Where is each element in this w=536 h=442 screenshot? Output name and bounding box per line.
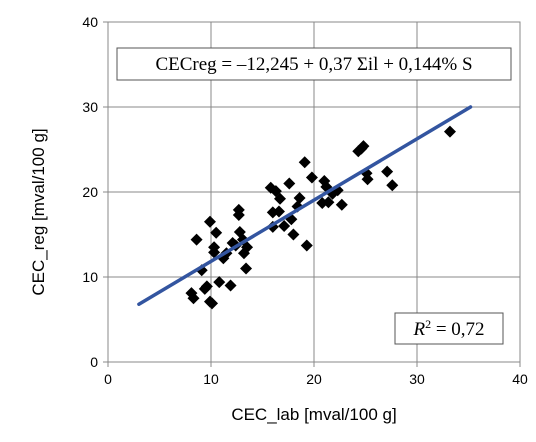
equation-box-frame xyxy=(116,47,512,81)
data-point xyxy=(293,191,306,204)
data-point xyxy=(283,177,296,190)
data-point xyxy=(305,171,318,184)
r2-superscript: 2 xyxy=(425,317,431,331)
data-point xyxy=(241,241,254,254)
data-point xyxy=(210,226,223,239)
y-tick-label: 0 xyxy=(90,354,98,370)
regression-line xyxy=(137,105,473,306)
data-point xyxy=(272,205,285,218)
x-axis-label: CEC_lab [mval/100 g] xyxy=(231,405,396,424)
x-tick-label: 0 xyxy=(104,371,112,387)
y-tick-label: 20 xyxy=(82,184,98,200)
data-point xyxy=(300,239,313,252)
r2-box: R2 = 0,72 xyxy=(394,312,504,345)
r2-symbol: R xyxy=(412,319,425,340)
r2-annotation: R2 = 0,72 xyxy=(412,317,484,340)
data-point xyxy=(190,233,203,246)
y-tick-label: 10 xyxy=(82,269,98,285)
data-point xyxy=(240,262,253,275)
data-point xyxy=(287,228,300,241)
data-point xyxy=(200,280,213,293)
data-point xyxy=(187,292,200,305)
data-point xyxy=(278,220,291,232)
data-point xyxy=(298,156,311,169)
data-point xyxy=(357,140,370,153)
data-point xyxy=(386,179,399,192)
y-tick-label: 30 xyxy=(82,99,98,115)
x-tick-label: 20 xyxy=(306,371,322,387)
r2-box-frame xyxy=(394,312,504,345)
x-tick-label: 40 xyxy=(512,371,528,387)
data-points xyxy=(185,125,456,310)
x-tick-label: 10 xyxy=(203,371,219,387)
data-point xyxy=(274,192,287,205)
data-point xyxy=(322,196,335,209)
tick-labels: 0 10 20 30 40 0 10 20 30 40 xyxy=(82,14,528,387)
data-point xyxy=(443,125,456,138)
data-point xyxy=(213,276,226,289)
data-point xyxy=(361,173,374,186)
data-point xyxy=(208,241,221,254)
data-point xyxy=(232,208,245,221)
data-point xyxy=(381,165,394,178)
r2-value: = 0,72 xyxy=(431,319,484,340)
regression-equation: CECreg = –12,245 + 0,37 Σil + 0,144% S xyxy=(155,54,472,75)
data-point xyxy=(335,198,348,211)
y-tick-label: 40 xyxy=(82,14,98,30)
data-point xyxy=(203,215,216,228)
x-tick-label: 30 xyxy=(409,371,425,387)
data-point xyxy=(224,279,237,292)
equation-box: CECreg = –12,245 + 0,37 Σil + 0,144% S xyxy=(116,47,512,81)
y-axis-label: CEC_reg [mval/100 g] xyxy=(29,128,48,295)
data-point xyxy=(206,297,219,310)
